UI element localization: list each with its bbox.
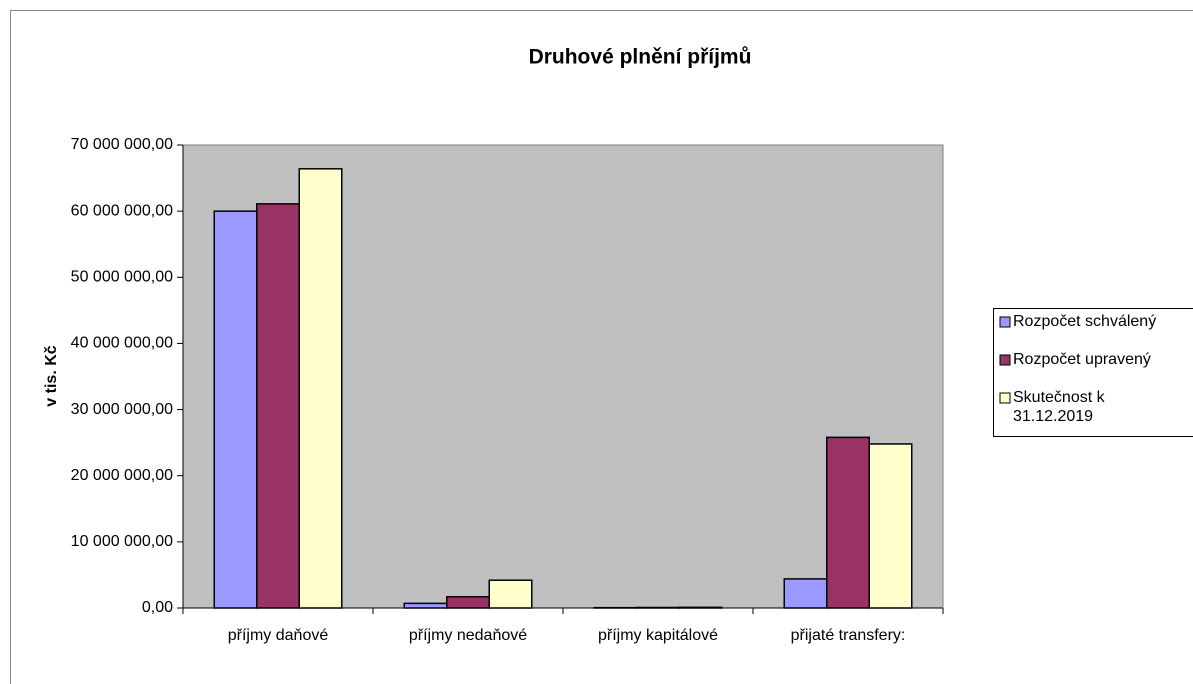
y-tick-label: 60 000 000,00 — [71, 202, 173, 219]
legend-swatch — [999, 316, 1011, 328]
y-tick-label: 20 000 000,00 — [71, 467, 173, 484]
bar — [298, 168, 343, 609]
bar — [403, 602, 448, 609]
bar — [213, 210, 258, 609]
y-axis-label: v tis. Kč — [43, 345, 60, 406]
y-tick-label: 70 000 000,00 — [71, 136, 173, 153]
bar — [826, 436, 870, 609]
x-tick-label: příjmy kapitálové — [598, 627, 718, 644]
bar — [636, 606, 680, 609]
x-tick-label: příjmy nedaňové — [409, 627, 527, 644]
bar — [868, 443, 913, 609]
bar — [783, 578, 828, 609]
bar — [488, 579, 533, 609]
x-tick-label: přijaté transfery: — [791, 627, 906, 644]
legend-swatch — [999, 392, 1011, 404]
y-tick-label: 30 000 000,00 — [71, 401, 173, 418]
chart-border — [10, 10, 1193, 684]
legend — [993, 308, 1193, 437]
bar — [678, 606, 723, 609]
chart-title: Druhové plnění příjmů — [529, 46, 752, 69]
legend-label: Rozpočet upravený — [1013, 351, 1151, 368]
y-tick-label: 0,00 — [142, 599, 173, 616]
y-tick-label: 50 000 000,00 — [71, 269, 173, 286]
legend-label: Rozpočet schválený — [1013, 313, 1156, 330]
legend-swatch — [999, 354, 1011, 366]
x-tick-label: příjmy daňové — [228, 627, 329, 644]
bar — [446, 596, 490, 609]
y-tick-label: 40 000 000,00 — [71, 335, 173, 352]
y-tick-label: 10 000 000,00 — [71, 533, 173, 550]
bar — [256, 203, 300, 609]
legend-label: Skutečnost k 31.12.2019 — [1013, 389, 1106, 425]
